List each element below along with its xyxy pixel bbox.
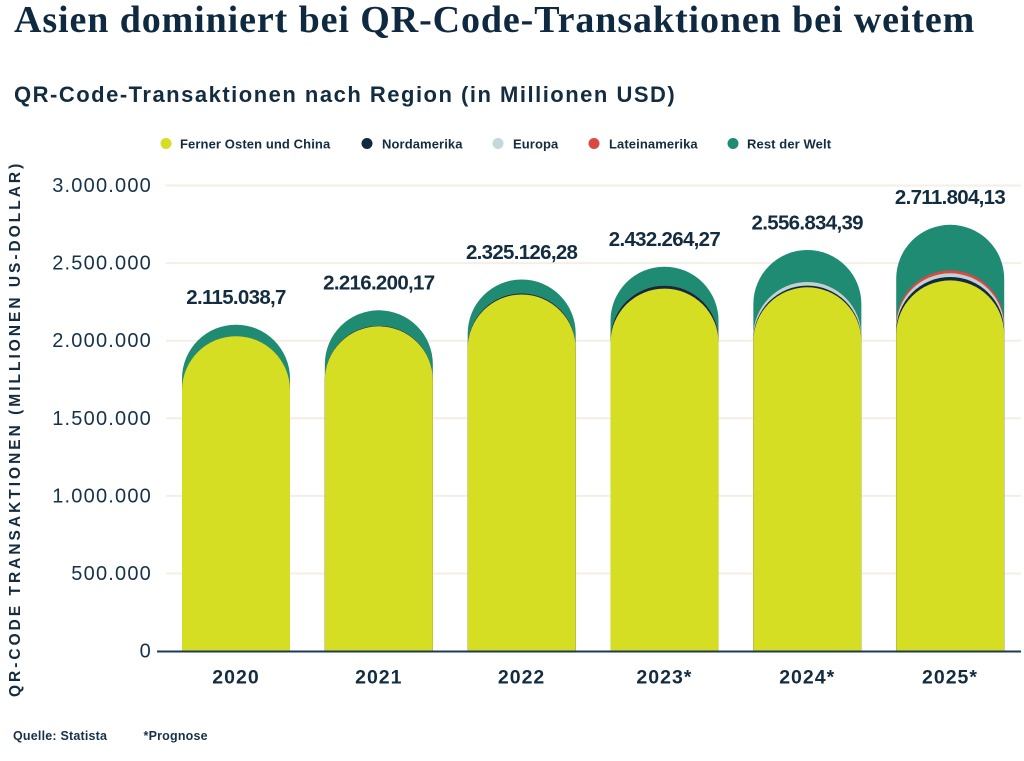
svg-text:QR-Code-Transaktionen nach Reg: QR-Code-Transaktionen nach Region (in Mi… <box>14 82 676 107</box>
svg-text:3.000.000: 3.000.000 <box>52 175 152 197</box>
svg-text:Europa: Europa <box>513 137 559 152</box>
svg-text:*Prognose: *Prognose <box>144 729 208 743</box>
svg-text:2.325.126,28: 2.325.126,28 <box>466 241 578 264</box>
svg-text:Rest der Welt: Rest der Welt <box>747 137 832 152</box>
svg-text:Quelle: Statista: Quelle: Statista <box>13 729 108 743</box>
svg-text:2020: 2020 <box>212 667 259 689</box>
svg-text:2.000.000: 2.000.000 <box>52 330 152 352</box>
svg-text:2.115.038,7: 2.115.038,7 <box>186 286 286 309</box>
svg-text:QR-CODE TRANSAKTIONEN (MILLION: QR-CODE TRANSAKTIONEN (MILLIONEN US-DOLL… <box>7 161 24 697</box>
svg-text:1.500.000: 1.500.000 <box>52 408 152 430</box>
svg-text:0: 0 <box>140 641 152 663</box>
svg-text:1.000.000: 1.000.000 <box>52 485 152 507</box>
svg-text:Asien dominiert bei QR-Code-Tr: Asien dominiert bei QR-Code-Transaktione… <box>14 0 975 41</box>
svg-text:2.432.264,27: 2.432.264,27 <box>609 228 721 251</box>
svg-text:2.556.834,39: 2.556.834,39 <box>752 211 864 234</box>
svg-text:2025*: 2025* <box>922 667 978 689</box>
svg-text:2023*: 2023* <box>636 667 692 689</box>
svg-text:2024*: 2024* <box>779 667 835 689</box>
svg-text:Ferner Osten und China: Ferner Osten und China <box>180 137 331 152</box>
svg-text:2022: 2022 <box>498 667 545 689</box>
svg-text:Lateinamerika: Lateinamerika <box>609 137 698 152</box>
svg-text:Nordamerika: Nordamerika <box>382 137 463 152</box>
svg-text:2.216.200,17: 2.216.200,17 <box>323 272 435 295</box>
svg-text:2.711.804,13: 2.711.804,13 <box>895 186 1005 209</box>
svg-text:2021: 2021 <box>355 667 402 689</box>
svg-text:2.500.000: 2.500.000 <box>52 253 152 275</box>
svg-text:500.000: 500.000 <box>71 563 152 585</box>
